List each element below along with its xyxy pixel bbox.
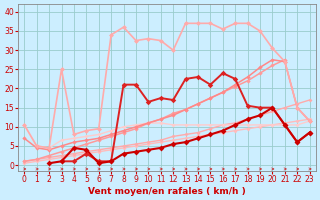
X-axis label: Vent moyen/en rafales ( km/h ): Vent moyen/en rafales ( km/h ) bbox=[88, 187, 246, 196]
